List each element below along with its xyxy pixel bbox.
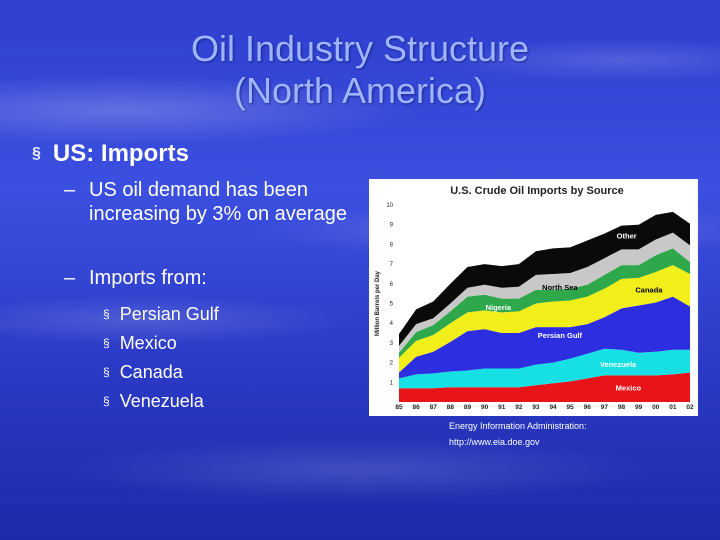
chart-panel: U.S. Crude Oil Imports by Source Million …: [369, 179, 698, 416]
x-tick-label: 95: [567, 404, 575, 411]
credit-url: http://www.eia.doe.gov: [449, 437, 540, 447]
square-bullet-icon: §: [103, 394, 110, 408]
series-label-venezuela: Venezuela: [600, 360, 637, 369]
x-tick-label: 90: [481, 404, 489, 411]
y-tick-label: 7: [390, 262, 394, 268]
y-tick-label: 10: [386, 203, 393, 209]
source-item: § Persian Gulf: [103, 303, 219, 327]
square-bullet-icon: §: [32, 145, 41, 162]
title-line-2: (North America): [233, 70, 487, 111]
area-other: [399, 211, 690, 346]
point-demand: – US oil demand has been increasing by 3%…: [64, 178, 359, 226]
y-tick-label: 8: [390, 242, 394, 248]
x-tick-label: 86: [413, 404, 421, 411]
series-label-mexico: Mexico: [616, 384, 642, 393]
title-line-1: Oil Industry Structure: [190, 28, 530, 69]
bullet-text: US: Imports: [52, 140, 189, 167]
y-tick-label: 1: [390, 380, 394, 386]
series-label-persian-gulf: Persian Gulf: [538, 331, 583, 340]
x-tick-label: 98: [618, 404, 626, 411]
oil-imports-chart: U.S. Crude Oil Imports by Source Million …: [375, 185, 694, 411]
x-tick-label: 88: [447, 404, 455, 411]
chart-title: U.S. Crude Oil Imports by Source: [450, 185, 624, 197]
y-tick-label: 5: [390, 302, 394, 308]
area-north-sea: [399, 232, 690, 353]
area-nigeria: [399, 248, 690, 358]
x-tick-label: 87: [430, 404, 438, 411]
x-tick-label: 97: [601, 404, 609, 411]
x-tick-label: 93: [532, 404, 540, 411]
square-bullet-icon: §: [103, 307, 110, 321]
square-bullet-icon: §: [103, 365, 110, 379]
x-tick-label: 89: [464, 404, 472, 411]
y-tick-label: 6: [390, 282, 394, 288]
y-tick-label: 3: [390, 341, 394, 347]
source-label: Venezuela: [119, 391, 204, 411]
point-text: US oil demand has been increasing by 3% …: [89, 179, 347, 225]
bullet-us-imports: § US: Imports: [32, 140, 189, 168]
x-tick-label: 99: [635, 404, 643, 411]
y-tick-label: 4: [390, 321, 394, 327]
source-label: Persian Gulf: [119, 304, 219, 324]
series-label-other: Other: [617, 231, 637, 240]
series-label-north-sea: North Sea: [542, 283, 578, 292]
x-tick-label: 02: [686, 404, 694, 411]
source-label: Mexico: [119, 333, 177, 353]
credit-line: Energy Information Administration:: [449, 421, 587, 431]
y-axis-label: Million Barrels per Day: [375, 270, 381, 336]
series-label-nigeria: Nigeria: [486, 303, 512, 312]
source-item: § Venezuela: [103, 390, 204, 414]
x-tick-label: 96: [584, 404, 592, 411]
area-canada: [399, 265, 690, 373]
x-tick-label: 91: [498, 404, 506, 411]
x-tick-label: 92: [515, 404, 523, 411]
y-tick-label: 9: [390, 223, 394, 229]
dash-icon: –: [64, 179, 76, 201]
source-item: § Mexico: [103, 332, 177, 356]
series-label-canada: Canada: [635, 285, 663, 294]
x-tick-label: 85: [395, 404, 403, 411]
x-tick-label: 94: [549, 404, 557, 411]
point-imports-from: – Imports from:: [64, 266, 359, 290]
x-tick-label: 01: [669, 404, 677, 411]
area-persian-gulf: [399, 296, 690, 379]
slide-title: Oil Industry Structure (North America): [0, 28, 720, 112]
source-item: § Canada: [103, 361, 183, 385]
area-venezuela: [399, 348, 690, 389]
y-tick-label: 2: [390, 361, 394, 367]
square-bullet-icon: §: [103, 336, 110, 350]
area-mexico: [399, 372, 690, 402]
dash-icon: –: [64, 267, 76, 289]
x-tick-label: 00: [652, 404, 660, 411]
point-text: Imports from:: [89, 267, 207, 289]
source-label: Canada: [119, 362, 183, 382]
